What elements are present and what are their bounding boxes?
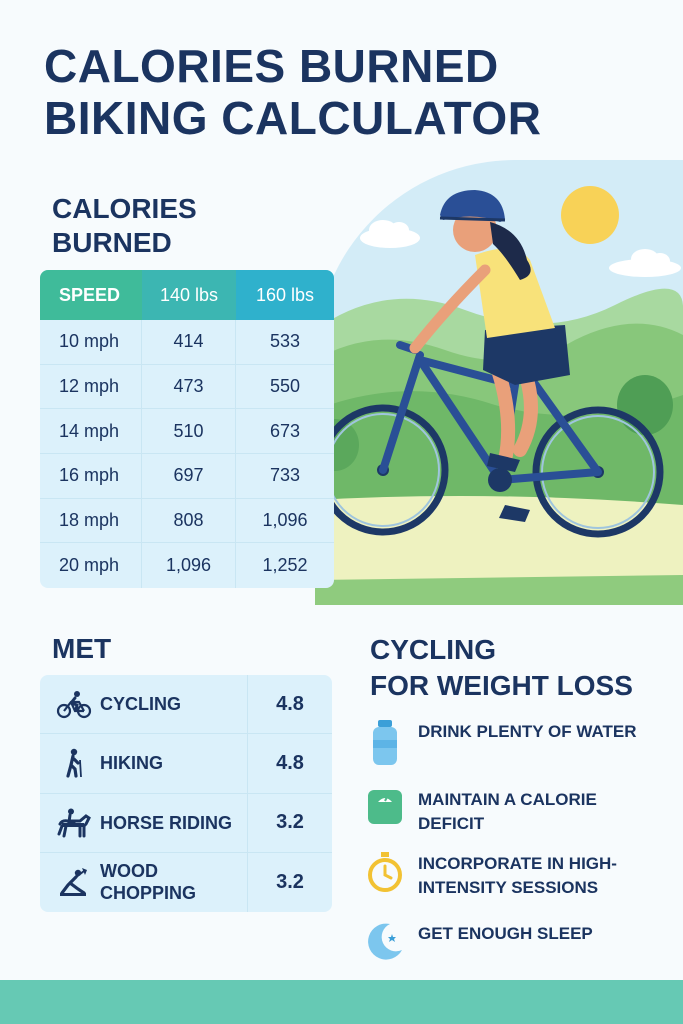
calories-160-cell: 533 — [269, 331, 301, 352]
calories-160-cell: 1,252 — [262, 555, 308, 576]
table-row: 16 mph 697 733 — [40, 454, 334, 499]
speed-cell: 12 mph — [40, 364, 142, 409]
scale-icon — [368, 790, 402, 824]
wood-chopping-icon — [60, 868, 87, 897]
calories-140-cell: 808 — [142, 498, 236, 543]
list-item: INCORPORATE IN HIGH-INTENSITY SESSIONS — [366, 850, 666, 900]
speed-cell: 14 mph — [40, 409, 142, 454]
met-activity-label: CYCLING — [100, 694, 181, 715]
column-header-140lbs: 140 lbs — [142, 270, 236, 320]
footer-bar — [0, 980, 683, 1024]
calories-heading-line-1: CALORIES — [52, 193, 197, 224]
calories-140-cell: 510 — [142, 409, 236, 454]
tip-text: DRINK PLENTY OF WATER — [418, 722, 637, 741]
speed-cell: 10 mph — [40, 320, 142, 364]
column-header-speed: SPEED — [40, 270, 142, 320]
calories-140-cell: 1,096 — [142, 543, 236, 588]
moon-icon — [368, 923, 402, 960]
cyclist-illustration — [315, 160, 683, 605]
met-value: 4.8 — [276, 692, 304, 715]
calories-140-cell: 414 — [142, 320, 236, 364]
weight-loss-heading: CYCLING FOR WEIGHT LOSS — [370, 632, 633, 704]
met-activity: WOOD CHOPPING — [40, 852, 248, 912]
column-header-160lbs: 160 lbs — [236, 270, 334, 320]
list-item: MAINTAIN A CALORIE DEFICIT — [366, 786, 666, 836]
table-row: WOOD CHOPPING 3.2 — [40, 852, 332, 912]
met-activity: HORSE RIDING — [40, 793, 248, 852]
horse-rider-icon — [57, 808, 91, 838]
met-value: 4.8 — [276, 751, 304, 774]
calories-160-cell: 550 — [269, 376, 301, 397]
list-item: DRINK PLENTY OF WATER — [366, 718, 666, 766]
met-activity-label: HORSE RIDING — [100, 812, 233, 833]
table-row: HORSE RIDING 3.2 — [40, 793, 332, 853]
tip-text: MAINTAIN A CALORIE DEFICIT — [418, 790, 597, 833]
calories-heading-line-2: BURNED — [52, 227, 172, 258]
table-row: 10 mph 414 533 — [40, 320, 334, 365]
met-activity-label-line-2: CHOPPING — [100, 883, 197, 904]
met-value: 3.2 — [276, 870, 304, 893]
table-header-row: SPEED 140 lbs 160 lbs — [40, 270, 334, 320]
sun-icon — [561, 186, 619, 244]
cloud-icon — [360, 220, 420, 248]
cloud-icon — [609, 249, 681, 277]
calories-heading: CALORIES BURNED — [52, 192, 197, 260]
met-activity-label: HIKING — [100, 753, 163, 774]
title-line-1: CALORIES BURNED — [44, 40, 499, 92]
met-heading: MET — [52, 633, 112, 664]
speed-cell: 20 mph — [40, 543, 142, 588]
hiker-icon — [66, 749, 82, 778]
calories-table: SPEED 140 lbs 160 lbs 10 mph 414 533 12 … — [40, 270, 334, 588]
table-row: 14 mph 510 673 — [40, 409, 334, 455]
calories-160-cell: 733 — [269, 465, 301, 486]
page-title: CALORIES BURNED BIKING CALCULATOR — [44, 40, 664, 144]
calories-140-cell: 697 — [142, 454, 236, 498]
calories-160-cell: 673 — [269, 420, 301, 441]
calories-160-cell: 1,096 — [262, 510, 308, 531]
met-activity-label-line-1: WOOD — [100, 861, 158, 882]
calories-140-cell: 473 — [142, 364, 236, 409]
speed-cell: 16 mph — [40, 454, 142, 498]
tip-text: INCORPORATE IN HIGH-INTENSITY SESSIONS — [418, 854, 617, 897]
stopwatch-icon — [368, 852, 402, 892]
met-value: 3.2 — [276, 811, 304, 834]
cyclist-icon — [56, 691, 92, 719]
table-row: 12 mph 473 550 — [40, 364, 334, 410]
met-activity: HIKING — [40, 734, 248, 793]
water-bottle-icon — [373, 720, 397, 765]
tip-text: GET ENOUGH SLEEP — [418, 924, 593, 943]
weight-loss-heading-line-2: FOR WEIGHT LOSS — [370, 670, 633, 701]
met-activity: CYCLING — [40, 675, 248, 734]
table-row: 20 mph 1,096 1,252 — [40, 543, 334, 588]
list-item: GET ENOUGH SLEEP — [366, 920, 666, 968]
met-activity-label: WOOD CHOPPING — [100, 860, 196, 904]
table-row: CYCLING 4.8 — [40, 675, 332, 735]
title-line-2: BIKING CALCULATOR — [44, 92, 542, 144]
weight-loss-heading-line-1: CYCLING — [370, 634, 496, 665]
table-row: HIKING 4.8 — [40, 734, 332, 794]
met-table: CYCLING 4.8 HIKING 4.8 HORSE RIDING 3.2 — [40, 675, 332, 912]
speed-cell: 18 mph — [40, 498, 142, 543]
table-row: 18 mph 808 1,096 — [40, 498, 334, 544]
